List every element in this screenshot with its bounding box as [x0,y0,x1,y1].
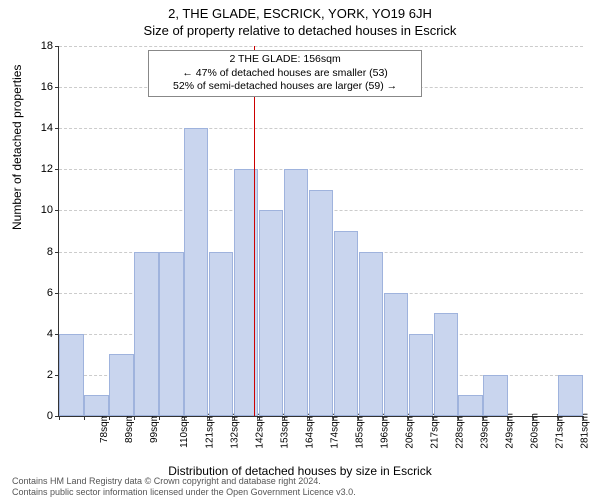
x-tick-label: 260sqm [529,413,540,449]
x-tick-label: 132sqm [230,413,241,449]
chart-title: 2, THE GLADE, ESCRICK, YORK, YO19 6JH [0,0,600,21]
annotation-line2: ← 47% of detached houses are smaller (53… [155,67,415,81]
x-tick-label: 142sqm [255,413,266,449]
y-tick-label: 14 [29,122,53,134]
y-tick-mark [55,87,59,88]
histogram-bar [259,210,283,416]
y-tick-mark [55,46,59,47]
y-tick-mark [55,128,59,129]
gridline [59,128,583,130]
y-tick-label: 6 [29,287,53,299]
x-tick-label: 121sqm [205,413,216,449]
x-tick-mark [209,416,210,420]
x-tick-label: 164sqm [305,413,316,449]
x-tick-mark [358,416,359,420]
histogram-bar [134,252,158,416]
annotation-line3: 52% of semi-detached houses are larger (… [155,80,415,94]
histogram-bar [384,293,408,416]
y-axis-label: Number of detached properties [10,65,24,230]
x-tick-label: 153sqm [280,413,291,449]
histogram-bar [558,375,582,416]
x-tick-label: 217sqm [429,413,440,449]
histogram-bar [159,252,183,416]
x-tick-label: 206sqm [404,413,415,449]
x-tick-mark [234,416,235,420]
chart-container: 2, THE GLADE, ESCRICK, YORK, YO19 6JH Si… [0,0,600,500]
x-tick-label: 196sqm [380,413,391,449]
x-tick-mark [59,416,60,420]
x-tick-mark [134,416,135,420]
histogram-bar [284,169,308,416]
x-tick-label: 185sqm [355,413,366,449]
y-tick-label: 4 [29,328,53,340]
x-tick-mark [558,416,559,420]
x-tick-label: 271sqm [554,413,565,449]
histogram-bar [434,313,458,416]
x-tick-mark [259,416,260,420]
y-tick-label: 0 [29,410,53,422]
chart-subtitle: Size of property relative to detached ho… [0,21,600,38]
y-tick-label: 8 [29,246,53,258]
x-tick-mark [433,416,434,420]
y-tick-mark [55,210,59,211]
histogram-bar [409,334,433,416]
histogram-bar [109,354,133,416]
y-tick-label: 10 [29,204,53,216]
y-tick-label: 12 [29,163,53,175]
x-tick-mark [483,416,484,420]
gridline [59,46,583,48]
x-tick-label: 281sqm [579,413,590,449]
histogram-bar [59,334,83,416]
x-tick-mark [159,416,160,420]
x-tick-mark [309,416,310,420]
x-tick-mark [383,416,384,420]
x-tick-mark [408,416,409,420]
y-tick-mark [55,252,59,253]
x-tick-mark [284,416,285,420]
histogram-bar [334,231,358,416]
x-tick-label: 239sqm [479,413,490,449]
attribution-line1: Contains HM Land Registry data © Crown c… [12,476,356,487]
annotation-line1: 2 THE GLADE: 156sqm [155,53,415,67]
y-tick-label: 2 [29,369,53,381]
histogram-bar [84,395,108,416]
histogram-bar [184,128,208,416]
y-tick-label: 16 [29,81,53,93]
attribution-line2: Contains public sector information licen… [12,487,356,498]
histogram-bar [483,375,507,416]
y-tick-mark [55,169,59,170]
y-tick-mark [55,293,59,294]
x-tick-mark [533,416,534,420]
histogram-bar [209,252,233,416]
x-tick-label: 228sqm [454,413,465,449]
histogram-bar [458,395,482,416]
x-tick-mark [109,416,110,420]
x-tick-mark [84,416,85,420]
x-tick-mark [458,416,459,420]
x-tick-label: 249sqm [504,413,515,449]
annotation-box: 2 THE GLADE: 156sqm← 47% of detached hou… [148,50,422,97]
gridline [59,169,583,171]
x-tick-mark [508,416,509,420]
attribution: Contains HM Land Registry data © Crown c… [12,476,356,498]
y-tick-label: 18 [29,40,53,52]
x-tick-label: 174sqm [330,413,341,449]
histogram-bar [309,190,333,416]
histogram-bar [359,252,383,416]
x-tick-mark [184,416,185,420]
plot-area: 02468101214161878sqm89sqm99sqm110sqm121s… [58,46,583,417]
x-tick-mark [333,416,334,420]
x-tick-mark [583,416,584,420]
reference-line [254,46,255,416]
